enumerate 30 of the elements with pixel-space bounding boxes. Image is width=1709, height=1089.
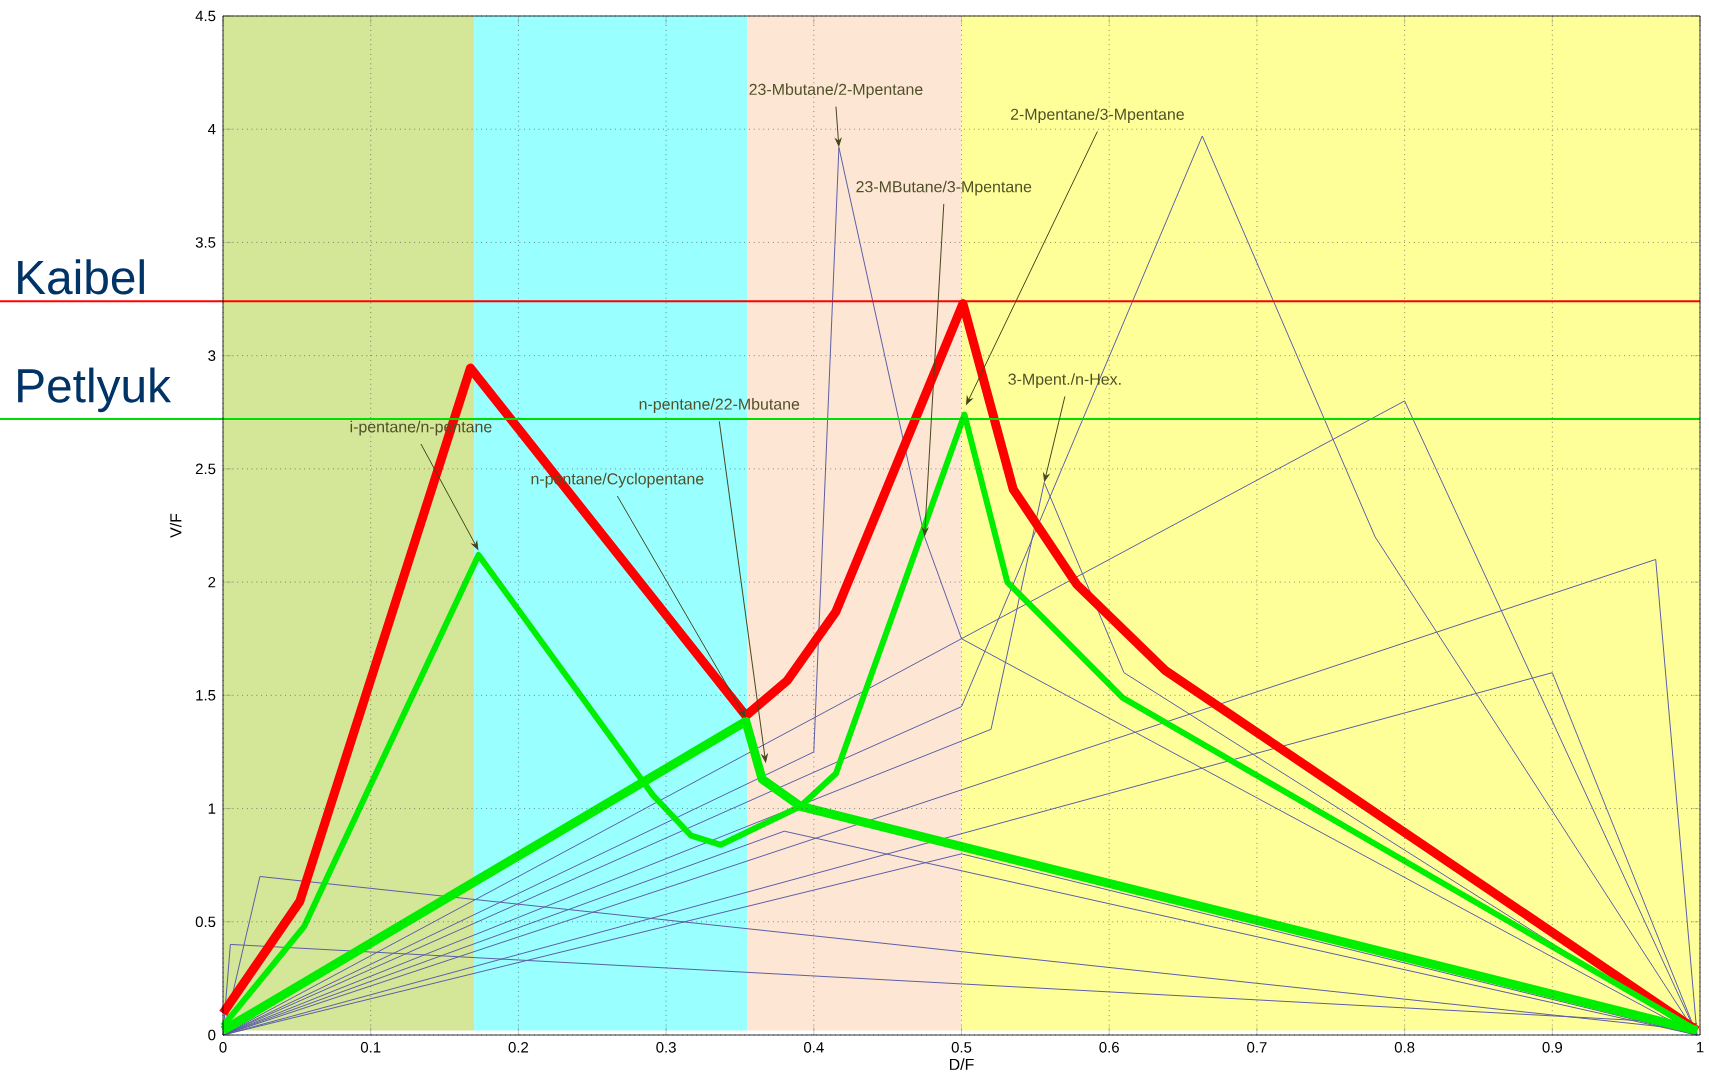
x-tick-label: 0.1 (360, 1042, 381, 1053)
y-axis-title: V/F (169, 513, 182, 538)
y-tick-label: 2 (208, 576, 216, 588)
x-tick-label: 0.3 (656, 1042, 676, 1053)
x-tick-label: 0.6 (1099, 1042, 1119, 1053)
annotation: 3-Mpent./n-Hex. (1008, 373, 1121, 389)
y-tick-label: 3 (208, 350, 216, 361)
annotation: 23-Mbutane/2-Mpentane (749, 83, 923, 99)
ref-line-label: Kaibel (18, 259, 144, 295)
x-tick-label: 0.8 (1394, 1042, 1415, 1053)
annotation: n-pentane/22-Mbutane (639, 398, 800, 413)
y-tick-label: 0.5 (195, 916, 216, 928)
y-tick-label: 3.5 (195, 237, 216, 248)
y-tick-label: 0 (208, 1029, 216, 1041)
annotation: 23-MButane/3-Mpentane (856, 180, 1032, 196)
y-tick-label: 1 (208, 803, 216, 814)
annotation: 2-Mpentane/3-Mpentane (1010, 108, 1184, 124)
y-tick-label: 2.5 (195, 463, 216, 475)
x-tick-label: 0.9 (1542, 1042, 1562, 1053)
y-tick-label: 4.5 (195, 10, 216, 22)
y-tick-label: 1.5 (196, 690, 216, 701)
ref-line-label: Petlyuk (18, 367, 172, 413)
x-tick-label: 0.4 (804, 1042, 824, 1053)
x-tick-label: 1 (1696, 1042, 1704, 1053)
x-tick-label: 0 (219, 1042, 227, 1053)
x-tick-label: 0.7 (1247, 1042, 1267, 1053)
y-tick-label: 4 (207, 124, 216, 135)
x-tick-label: 0.2 (508, 1042, 529, 1053)
x-tick-label: 0.5 (951, 1042, 972, 1053)
x-axis-title: D/F (949, 1058, 974, 1071)
